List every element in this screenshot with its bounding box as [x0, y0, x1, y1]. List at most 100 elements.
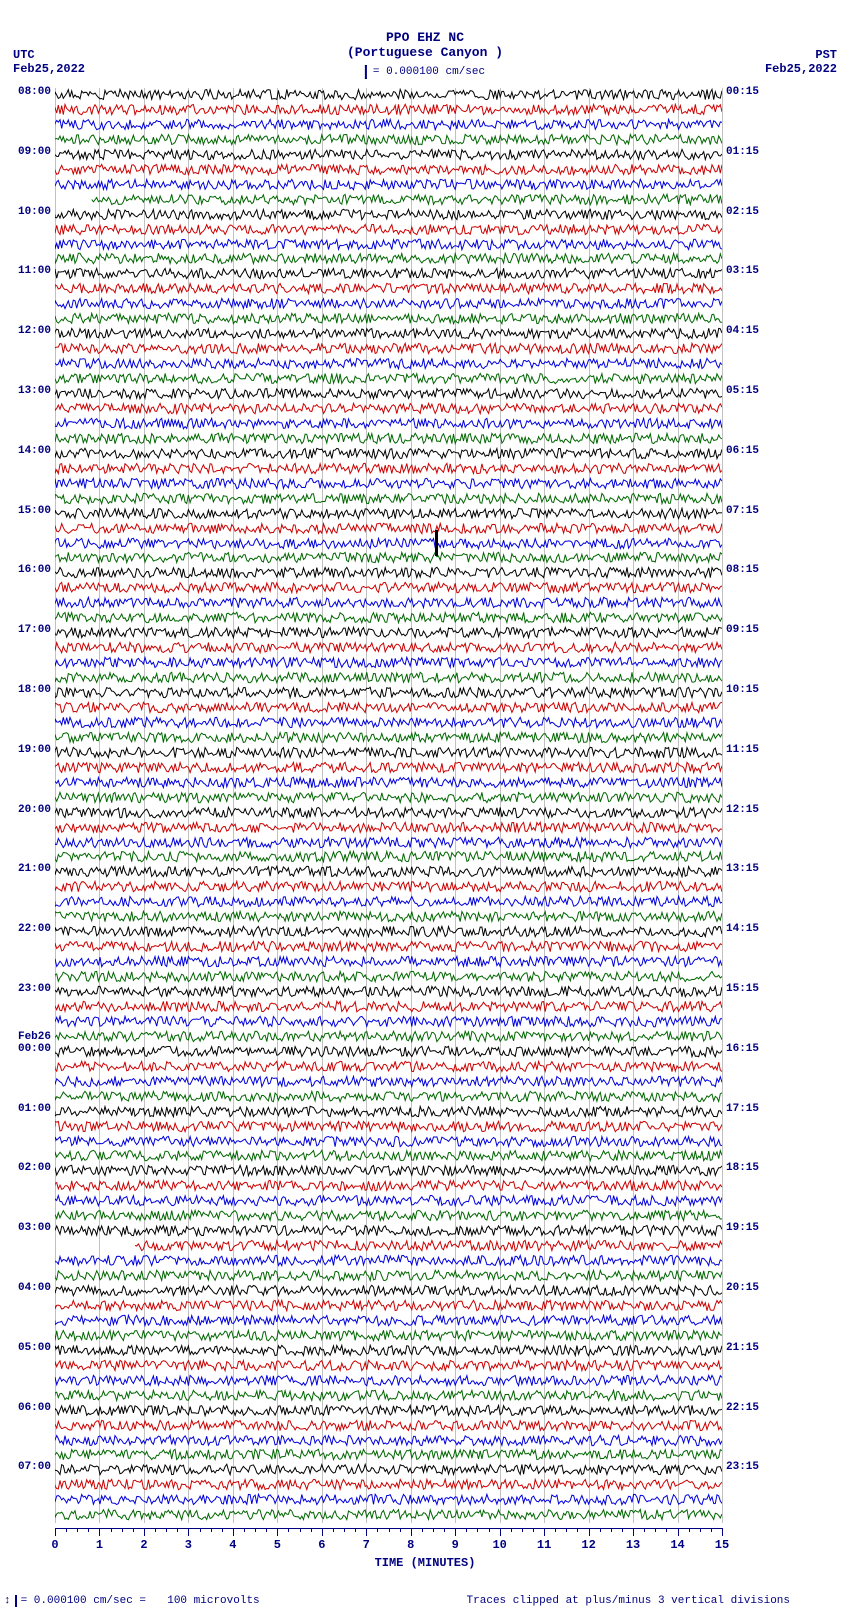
seismic-trace	[55, 357, 722, 370]
pst-time-label: 07:15	[726, 505, 759, 517]
seismic-trace	[55, 1448, 722, 1461]
pst-time-label: 15:15	[726, 983, 759, 995]
x-tick-minor	[611, 1528, 612, 1532]
pst-time-label: 12:15	[726, 804, 759, 816]
seismic-trace	[55, 791, 722, 804]
seismic-trace	[55, 1149, 722, 1162]
seismic-trace	[55, 1090, 722, 1103]
pst-time-label: 03:15	[726, 265, 759, 277]
utc-time-label: 12:00	[18, 325, 51, 337]
footer-right: Traces clipped at plus/minus 3 vertical …	[467, 1595, 790, 1607]
seismic-trace	[55, 1344, 722, 1357]
utc-time-label: 13:00	[18, 385, 51, 397]
utc-time-label: 09:00	[18, 146, 51, 158]
seismic-trace	[55, 507, 722, 520]
station-code: PPO EHZ NC	[0, 30, 850, 45]
seismic-trace	[55, 297, 722, 310]
seismic-trace	[55, 626, 722, 639]
seismic-trace	[55, 223, 722, 236]
utc-time-label: 01:00	[18, 1103, 51, 1115]
utc-time-label: 08:00	[18, 86, 51, 98]
x-tick-minor	[355, 1528, 356, 1532]
seismic-spike	[435, 530, 438, 556]
x-tick-label: 10	[492, 1538, 506, 1552]
seismic-trace	[55, 581, 722, 594]
pst-time-label: 04:15	[726, 325, 759, 337]
x-tick-minor	[522, 1528, 523, 1532]
x-tick	[188, 1528, 189, 1536]
seismic-trace	[55, 1224, 722, 1237]
x-tick-label: 0	[51, 1538, 58, 1552]
x-tick	[322, 1528, 323, 1536]
x-tick-minor	[77, 1528, 78, 1532]
seismic-trace	[55, 88, 722, 101]
pst-time-label: 13:15	[726, 863, 759, 875]
pst-time-label: 22:15	[726, 1402, 759, 1414]
seismic-trace	[55, 1493, 722, 1506]
seismic-trace	[55, 671, 722, 684]
x-tick-minor	[389, 1528, 390, 1532]
seismic-trace	[55, 1404, 722, 1417]
footer-scale-bar-icon	[15, 1595, 17, 1607]
seismic-trace	[55, 1329, 722, 1342]
utc-time-label: 19:00	[18, 744, 51, 756]
x-tick	[55, 1528, 56, 1536]
x-tick-minor	[422, 1528, 423, 1532]
x-tick-minor	[444, 1528, 445, 1532]
x-tick	[366, 1528, 367, 1536]
seismic-trace	[55, 462, 722, 475]
x-tick-minor	[466, 1528, 467, 1532]
seismic-trace	[55, 1015, 722, 1028]
x-tick-label: 4	[229, 1538, 236, 1552]
utc-time-label: 21:00	[18, 863, 51, 875]
utc-time-label: 23:00	[18, 983, 51, 995]
footer-scale-prefix: = 0.000100 cm/sec =	[21, 1595, 146, 1607]
date-left: Feb25,2022	[13, 62, 85, 76]
x-tick	[99, 1528, 100, 1536]
seismic-trace	[55, 1239, 722, 1252]
x-tick	[144, 1528, 145, 1536]
seismic-trace	[55, 1478, 722, 1491]
seismic-trace	[55, 880, 722, 893]
seismic-trace	[55, 865, 722, 878]
seismic-trace	[55, 850, 722, 863]
x-tick-minor	[266, 1528, 267, 1532]
chart-header: PPO EHZ NC (Portuguese Canyon )	[0, 30, 850, 60]
seismic-trace	[55, 208, 722, 221]
x-axis: 0123456789101112131415	[55, 1528, 722, 1558]
seismic-trace	[55, 731, 722, 744]
seismic-trace	[55, 402, 722, 415]
footer-marker-icon: ↕	[4, 1595, 11, 1607]
timezone-right: PST	[815, 48, 837, 62]
seismic-trace	[55, 1508, 722, 1521]
seismic-trace	[55, 746, 722, 759]
x-tick-minor	[311, 1528, 312, 1532]
x-tick-minor	[122, 1528, 123, 1532]
x-tick-label: 6	[318, 1538, 325, 1552]
x-tick-label: 3	[185, 1538, 192, 1552]
seismic-trace	[55, 118, 722, 131]
utc-time-label: 11:00	[18, 265, 51, 277]
seismic-trace	[55, 1434, 722, 1447]
seismic-trace	[55, 776, 722, 789]
seismic-trace	[55, 1209, 722, 1222]
utc-time-label: 10:00	[18, 206, 51, 218]
station-name: (Portuguese Canyon )	[0, 45, 850, 60]
x-tick-minor	[255, 1528, 256, 1532]
utc-day-label: Feb26	[18, 1031, 51, 1043]
utc-time-label: 22:00	[18, 923, 51, 935]
seismic-trace	[55, 1374, 722, 1387]
x-tick-label: 11	[537, 1538, 551, 1552]
seismic-trace	[55, 1075, 722, 1088]
x-tick-minor	[133, 1528, 134, 1532]
x-tick-label: 12	[581, 1538, 595, 1552]
pst-time-label: 02:15	[726, 206, 759, 218]
footer-scale-suffix: 100 microvolts	[167, 1595, 259, 1607]
utc-time-label: 14:00	[18, 445, 51, 457]
x-tick-label: 7	[363, 1538, 370, 1552]
date-right: Feb25,2022	[765, 62, 837, 76]
seismic-trace	[55, 1254, 722, 1267]
x-tick-minor	[511, 1528, 512, 1532]
x-tick	[678, 1528, 679, 1536]
x-tick-minor	[533, 1528, 534, 1532]
